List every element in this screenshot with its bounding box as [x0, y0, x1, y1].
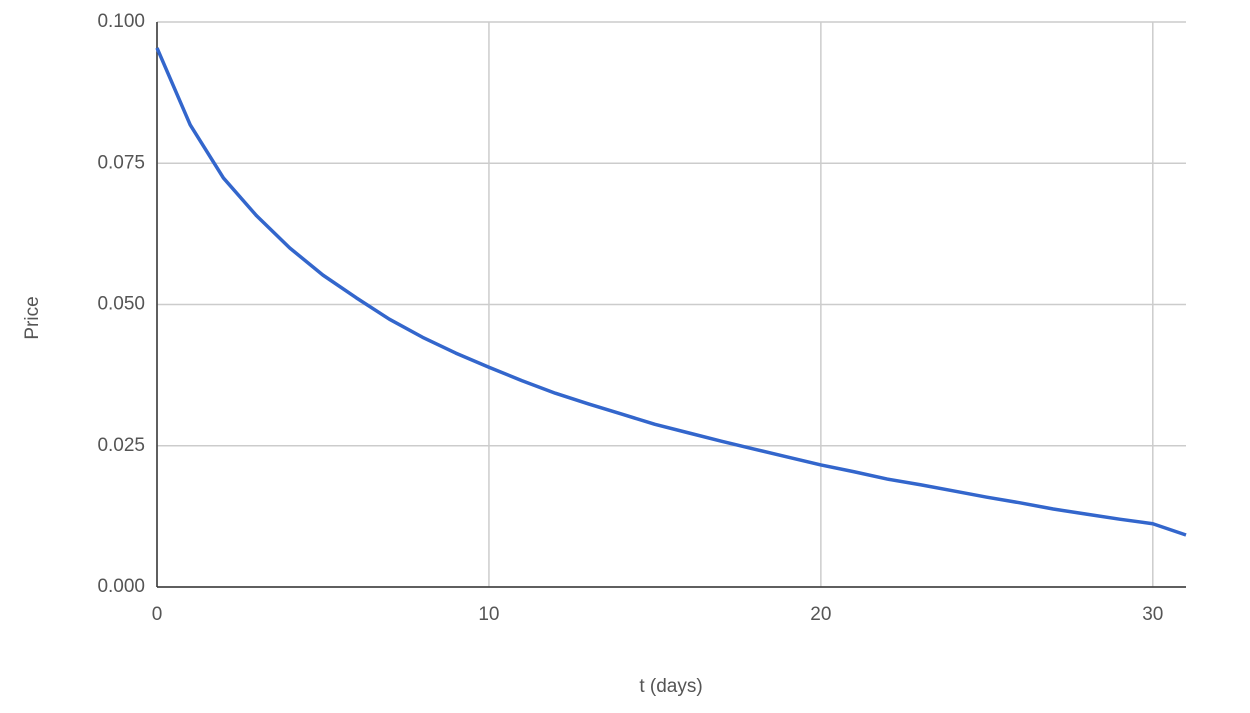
x-tick-label: 0: [152, 604, 163, 625]
x-tick-label: 20: [810, 604, 831, 625]
y-tick-label: 0.075: [97, 152, 145, 173]
x-tick-label: 30: [1142, 604, 1163, 625]
x-tick-label: 10: [478, 604, 499, 625]
x-axis-title: t (days): [639, 676, 702, 697]
y-tick-label: 0.100: [97, 11, 145, 32]
y-axis-title: Price: [22, 296, 43, 339]
y-tick-label: 0.050: [97, 294, 145, 315]
y-tick-label: 0.025: [97, 435, 145, 456]
data-line: [155, 47, 1187, 537]
y-tick-label: 0.000: [97, 576, 145, 597]
